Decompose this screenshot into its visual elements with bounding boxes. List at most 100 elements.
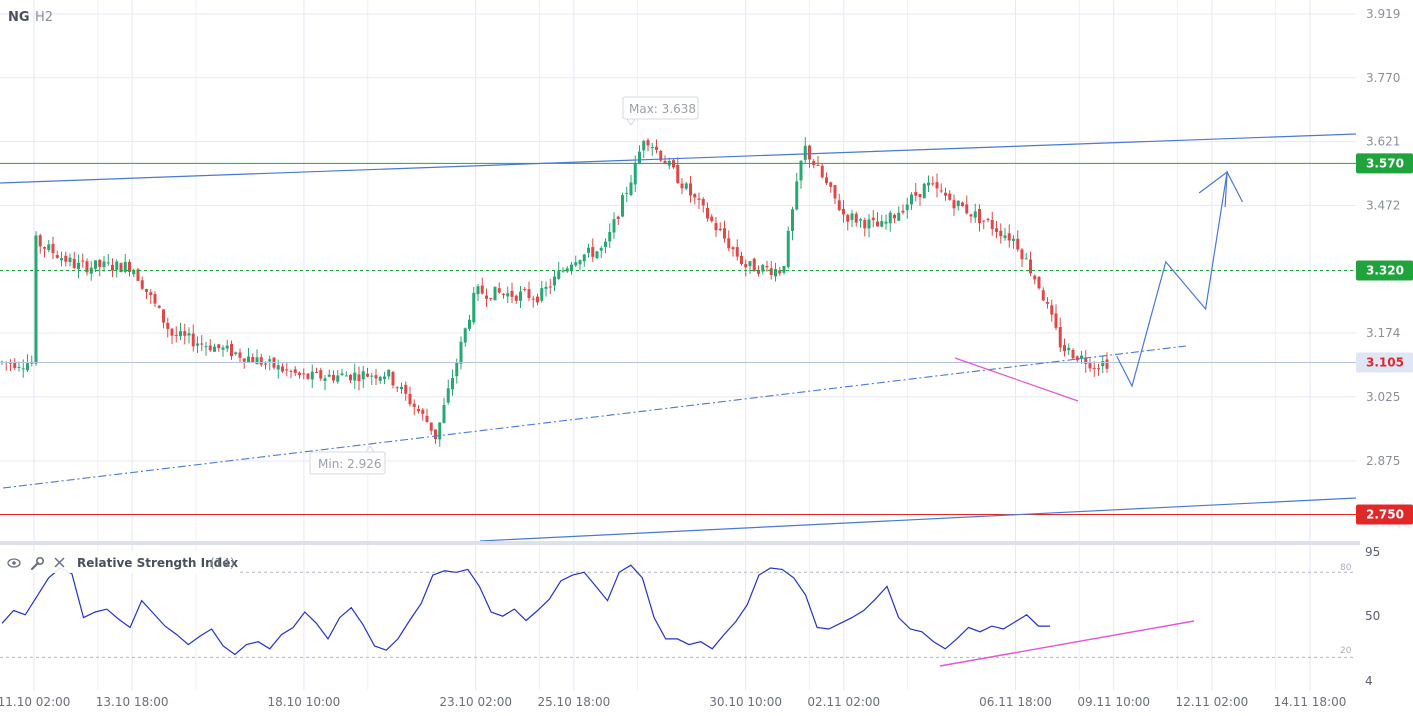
candle-down xyxy=(298,372,301,376)
candle-up xyxy=(336,375,340,382)
levels-and-trendlines xyxy=(0,133,1357,542)
candle-down xyxy=(72,258,76,268)
price-tick: 3.174 xyxy=(1366,326,1400,340)
candle-down xyxy=(893,214,896,219)
candle-down xyxy=(731,247,735,250)
candle-up xyxy=(574,262,578,266)
candle-up xyxy=(625,192,629,194)
candle-down xyxy=(208,345,212,351)
candle-down xyxy=(999,230,1003,237)
candle-down xyxy=(395,387,399,389)
candle-down xyxy=(816,165,820,167)
candle-up xyxy=(595,251,599,259)
candle-down xyxy=(769,268,773,275)
eye-icon[interactable] xyxy=(7,558,21,568)
candle-down xyxy=(854,213,858,223)
time-tick: 06.11 18:00 xyxy=(979,695,1052,709)
candle-up xyxy=(213,346,216,352)
time-tick: 25.10 18:00 xyxy=(537,695,610,709)
candle-up xyxy=(370,375,374,377)
candle-down xyxy=(901,210,905,213)
candle-up xyxy=(544,286,548,289)
rsi-header: Relative Strength Index (14) xyxy=(0,551,240,573)
candle-up xyxy=(493,286,497,301)
candle-down xyxy=(846,214,850,222)
candle-up xyxy=(578,260,582,265)
candle-up xyxy=(26,363,29,371)
candle-down xyxy=(646,140,650,146)
candle-down xyxy=(710,216,714,222)
candlesticks xyxy=(0,137,1109,447)
candle-up xyxy=(867,219,871,229)
price-badge-label-resistance: 3.570 xyxy=(1366,156,1404,170)
candle-down xyxy=(701,199,705,206)
candle-down xyxy=(349,374,352,381)
candle-down xyxy=(242,358,246,362)
candle-down xyxy=(153,293,157,304)
candle-down xyxy=(1105,359,1109,369)
candle-down xyxy=(166,322,170,329)
close-icon[interactable] xyxy=(54,557,65,568)
candle-up xyxy=(255,357,259,365)
candle-down xyxy=(765,265,769,268)
candle-down xyxy=(502,293,505,295)
candle-up xyxy=(650,146,654,148)
candle-down xyxy=(871,217,875,221)
channel-lower-trendline xyxy=(479,497,1357,542)
candle-up xyxy=(106,262,110,264)
candle-down xyxy=(13,362,17,368)
candle-down xyxy=(289,370,293,372)
candle-up xyxy=(68,257,72,263)
candle-up xyxy=(684,183,688,189)
candle-up xyxy=(910,194,913,205)
candle-down xyxy=(531,298,535,300)
rsi-param: (14) xyxy=(210,556,235,570)
max-tooltip: Max: 3.638 xyxy=(622,96,699,126)
candle-up xyxy=(115,261,119,270)
candle-up xyxy=(570,264,573,271)
candle-up xyxy=(587,247,590,253)
candle-up xyxy=(884,221,888,224)
candle-down xyxy=(1041,290,1045,301)
candle-down xyxy=(1037,276,1041,289)
panel-separator[interactable] xyxy=(0,541,1360,545)
candle-up xyxy=(608,231,612,242)
wrench-icon[interactable] xyxy=(30,556,44,571)
candle-down xyxy=(591,247,595,257)
candle-up xyxy=(353,372,357,381)
candle-down xyxy=(693,193,697,198)
candle-up xyxy=(102,261,106,268)
rsi-panel xyxy=(0,564,1356,667)
candle-down xyxy=(825,177,828,184)
candle-down xyxy=(1084,357,1088,364)
candle-down xyxy=(876,221,879,227)
candle-up xyxy=(323,378,327,381)
candle-up xyxy=(234,352,238,355)
candle-down xyxy=(523,289,527,291)
price-tick: 3.472 xyxy=(1366,198,1400,212)
candle-down xyxy=(863,220,867,229)
candle-down xyxy=(64,255,68,262)
candle-down xyxy=(200,343,204,345)
time-tick: 13.10 18:00 xyxy=(96,695,169,709)
candle-down xyxy=(969,214,973,217)
candle-up xyxy=(310,371,314,380)
candle-up xyxy=(361,371,365,380)
candle-up xyxy=(880,221,884,227)
candle-up xyxy=(803,145,807,160)
candle-down xyxy=(706,207,709,219)
candle-down xyxy=(527,289,531,299)
candle-down xyxy=(128,261,131,272)
candle-up xyxy=(225,345,229,349)
candle-down xyxy=(191,333,195,347)
candle-up xyxy=(897,212,901,221)
candle-down xyxy=(81,260,85,262)
candle-up xyxy=(565,268,569,272)
candle-down xyxy=(978,208,981,224)
candle-down xyxy=(412,403,416,408)
candle-up xyxy=(459,341,463,364)
candle-down xyxy=(986,218,990,221)
candle-up xyxy=(378,376,382,381)
candle-up xyxy=(21,368,25,370)
